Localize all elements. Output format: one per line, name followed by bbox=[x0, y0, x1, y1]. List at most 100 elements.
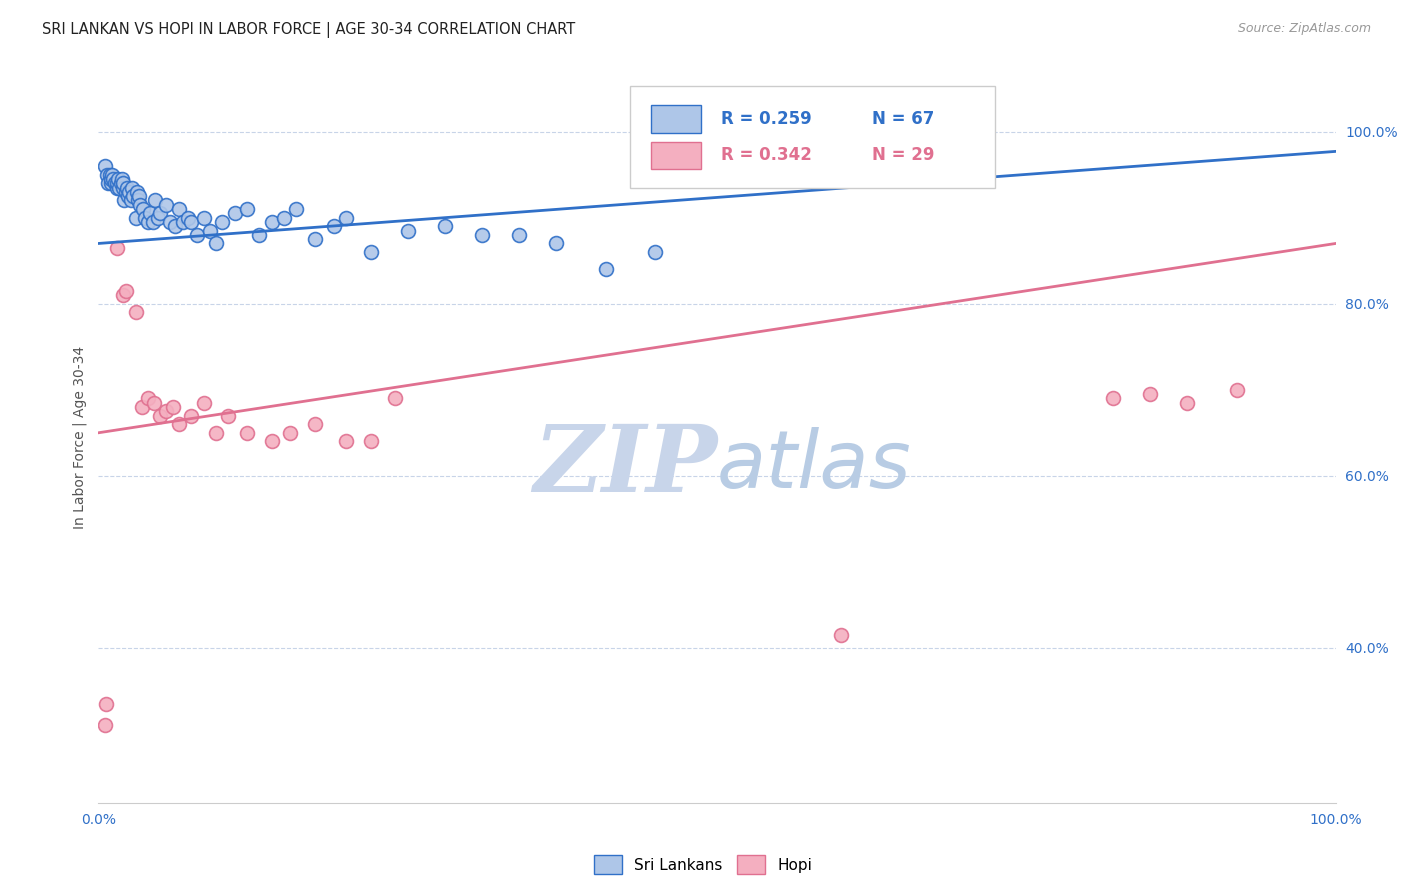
Point bbox=[247, 227, 270, 242]
Point bbox=[205, 425, 228, 440]
Point bbox=[117, 189, 139, 203]
Point bbox=[273, 211, 295, 225]
Point bbox=[236, 425, 259, 440]
Text: Source: ZipAtlas.com: Source: ZipAtlas.com bbox=[1237, 22, 1371, 36]
Point bbox=[142, 215, 165, 229]
Point bbox=[193, 211, 215, 225]
Point bbox=[149, 206, 172, 220]
Point bbox=[1226, 383, 1249, 397]
Point bbox=[260, 434, 283, 449]
Point bbox=[198, 223, 221, 237]
Point bbox=[110, 176, 132, 190]
Point bbox=[159, 215, 181, 229]
Point bbox=[124, 211, 146, 225]
Point bbox=[644, 245, 666, 260]
Point bbox=[180, 409, 202, 423]
Point bbox=[193, 395, 215, 409]
Point bbox=[114, 185, 136, 199]
Point bbox=[236, 202, 259, 216]
Point bbox=[471, 227, 494, 242]
Point bbox=[335, 211, 357, 225]
Point bbox=[143, 194, 166, 208]
Point bbox=[155, 198, 177, 212]
Point bbox=[136, 215, 159, 229]
Point bbox=[260, 215, 283, 229]
Point bbox=[112, 180, 135, 194]
Point bbox=[360, 434, 382, 449]
Point bbox=[124, 305, 146, 319]
Point bbox=[433, 219, 456, 234]
Y-axis label: In Labor Force | Age 30-34: In Labor Force | Age 30-34 bbox=[73, 345, 87, 529]
Point bbox=[107, 172, 129, 186]
Point bbox=[103, 172, 125, 186]
Point bbox=[224, 206, 246, 220]
Point bbox=[114, 284, 136, 298]
Point bbox=[149, 409, 172, 423]
Text: R = 0.259: R = 0.259 bbox=[721, 110, 811, 128]
Point bbox=[186, 227, 208, 242]
Point bbox=[136, 392, 159, 406]
Point bbox=[108, 180, 131, 194]
Point bbox=[167, 202, 190, 216]
Point bbox=[146, 211, 169, 225]
Point bbox=[546, 236, 568, 251]
Point bbox=[100, 172, 122, 186]
Point bbox=[121, 180, 143, 194]
Legend: Sri Lankans, Hopi: Sri Lankans, Hopi bbox=[588, 849, 818, 880]
Point bbox=[384, 392, 406, 406]
Point bbox=[285, 202, 308, 216]
Text: atlas: atlas bbox=[717, 427, 912, 506]
Point bbox=[211, 215, 233, 229]
Point bbox=[93, 718, 115, 732]
Point bbox=[125, 185, 148, 199]
Text: ZIP: ZIP bbox=[533, 421, 717, 511]
Point bbox=[595, 262, 617, 277]
Point bbox=[180, 215, 202, 229]
Point bbox=[304, 232, 326, 246]
Point bbox=[105, 241, 128, 255]
Point bbox=[278, 425, 301, 440]
Point bbox=[112, 176, 135, 190]
Point bbox=[118, 185, 141, 199]
Point bbox=[396, 223, 419, 237]
Text: SRI LANKAN VS HOPI IN LABOR FORCE | AGE 30-34 CORRELATION CHART: SRI LANKAN VS HOPI IN LABOR FORCE | AGE … bbox=[42, 22, 575, 38]
Point bbox=[322, 219, 344, 234]
Point bbox=[139, 206, 162, 220]
Point bbox=[122, 189, 145, 203]
Point bbox=[143, 395, 166, 409]
Point bbox=[100, 176, 122, 190]
Point bbox=[112, 194, 135, 208]
Point bbox=[120, 194, 142, 208]
Point bbox=[98, 168, 121, 182]
FancyBboxPatch shape bbox=[651, 142, 702, 169]
Point bbox=[105, 176, 128, 190]
Point bbox=[172, 215, 194, 229]
Point bbox=[165, 219, 187, 234]
Point bbox=[360, 245, 382, 260]
Point bbox=[101, 168, 124, 182]
Point bbox=[97, 176, 120, 190]
Point bbox=[127, 194, 149, 208]
Point bbox=[132, 202, 155, 216]
Point bbox=[129, 198, 152, 212]
Point bbox=[103, 176, 125, 190]
Point bbox=[128, 189, 150, 203]
Text: N = 67: N = 67 bbox=[872, 110, 934, 128]
Point bbox=[93, 159, 115, 173]
Point bbox=[304, 417, 326, 432]
FancyBboxPatch shape bbox=[630, 86, 995, 188]
Point bbox=[155, 404, 177, 418]
Text: N = 29: N = 29 bbox=[872, 146, 934, 164]
Point bbox=[335, 434, 357, 449]
Point bbox=[205, 236, 228, 251]
Point bbox=[162, 400, 184, 414]
Point bbox=[111, 172, 134, 186]
Point bbox=[131, 400, 153, 414]
Point bbox=[217, 409, 239, 423]
Point bbox=[1139, 387, 1161, 401]
Point bbox=[167, 417, 190, 432]
Point bbox=[134, 211, 156, 225]
Point bbox=[830, 628, 852, 642]
Point bbox=[508, 227, 530, 242]
Point bbox=[1102, 392, 1125, 406]
